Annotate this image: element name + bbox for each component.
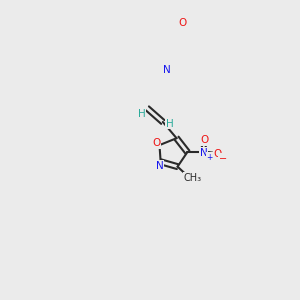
Text: N: N — [163, 64, 171, 75]
Text: H: H — [166, 119, 174, 129]
Text: CH₃: CH₃ — [184, 173, 202, 183]
Text: −: − — [219, 154, 227, 164]
Text: O: O — [178, 19, 186, 28]
Text: +: + — [206, 152, 212, 161]
Text: H: H — [138, 109, 146, 119]
Text: O: O — [152, 138, 160, 148]
Text: N: N — [155, 160, 163, 170]
Text: N: N — [200, 148, 208, 158]
Text: O: O — [200, 135, 208, 145]
Text: O: O — [213, 149, 221, 159]
